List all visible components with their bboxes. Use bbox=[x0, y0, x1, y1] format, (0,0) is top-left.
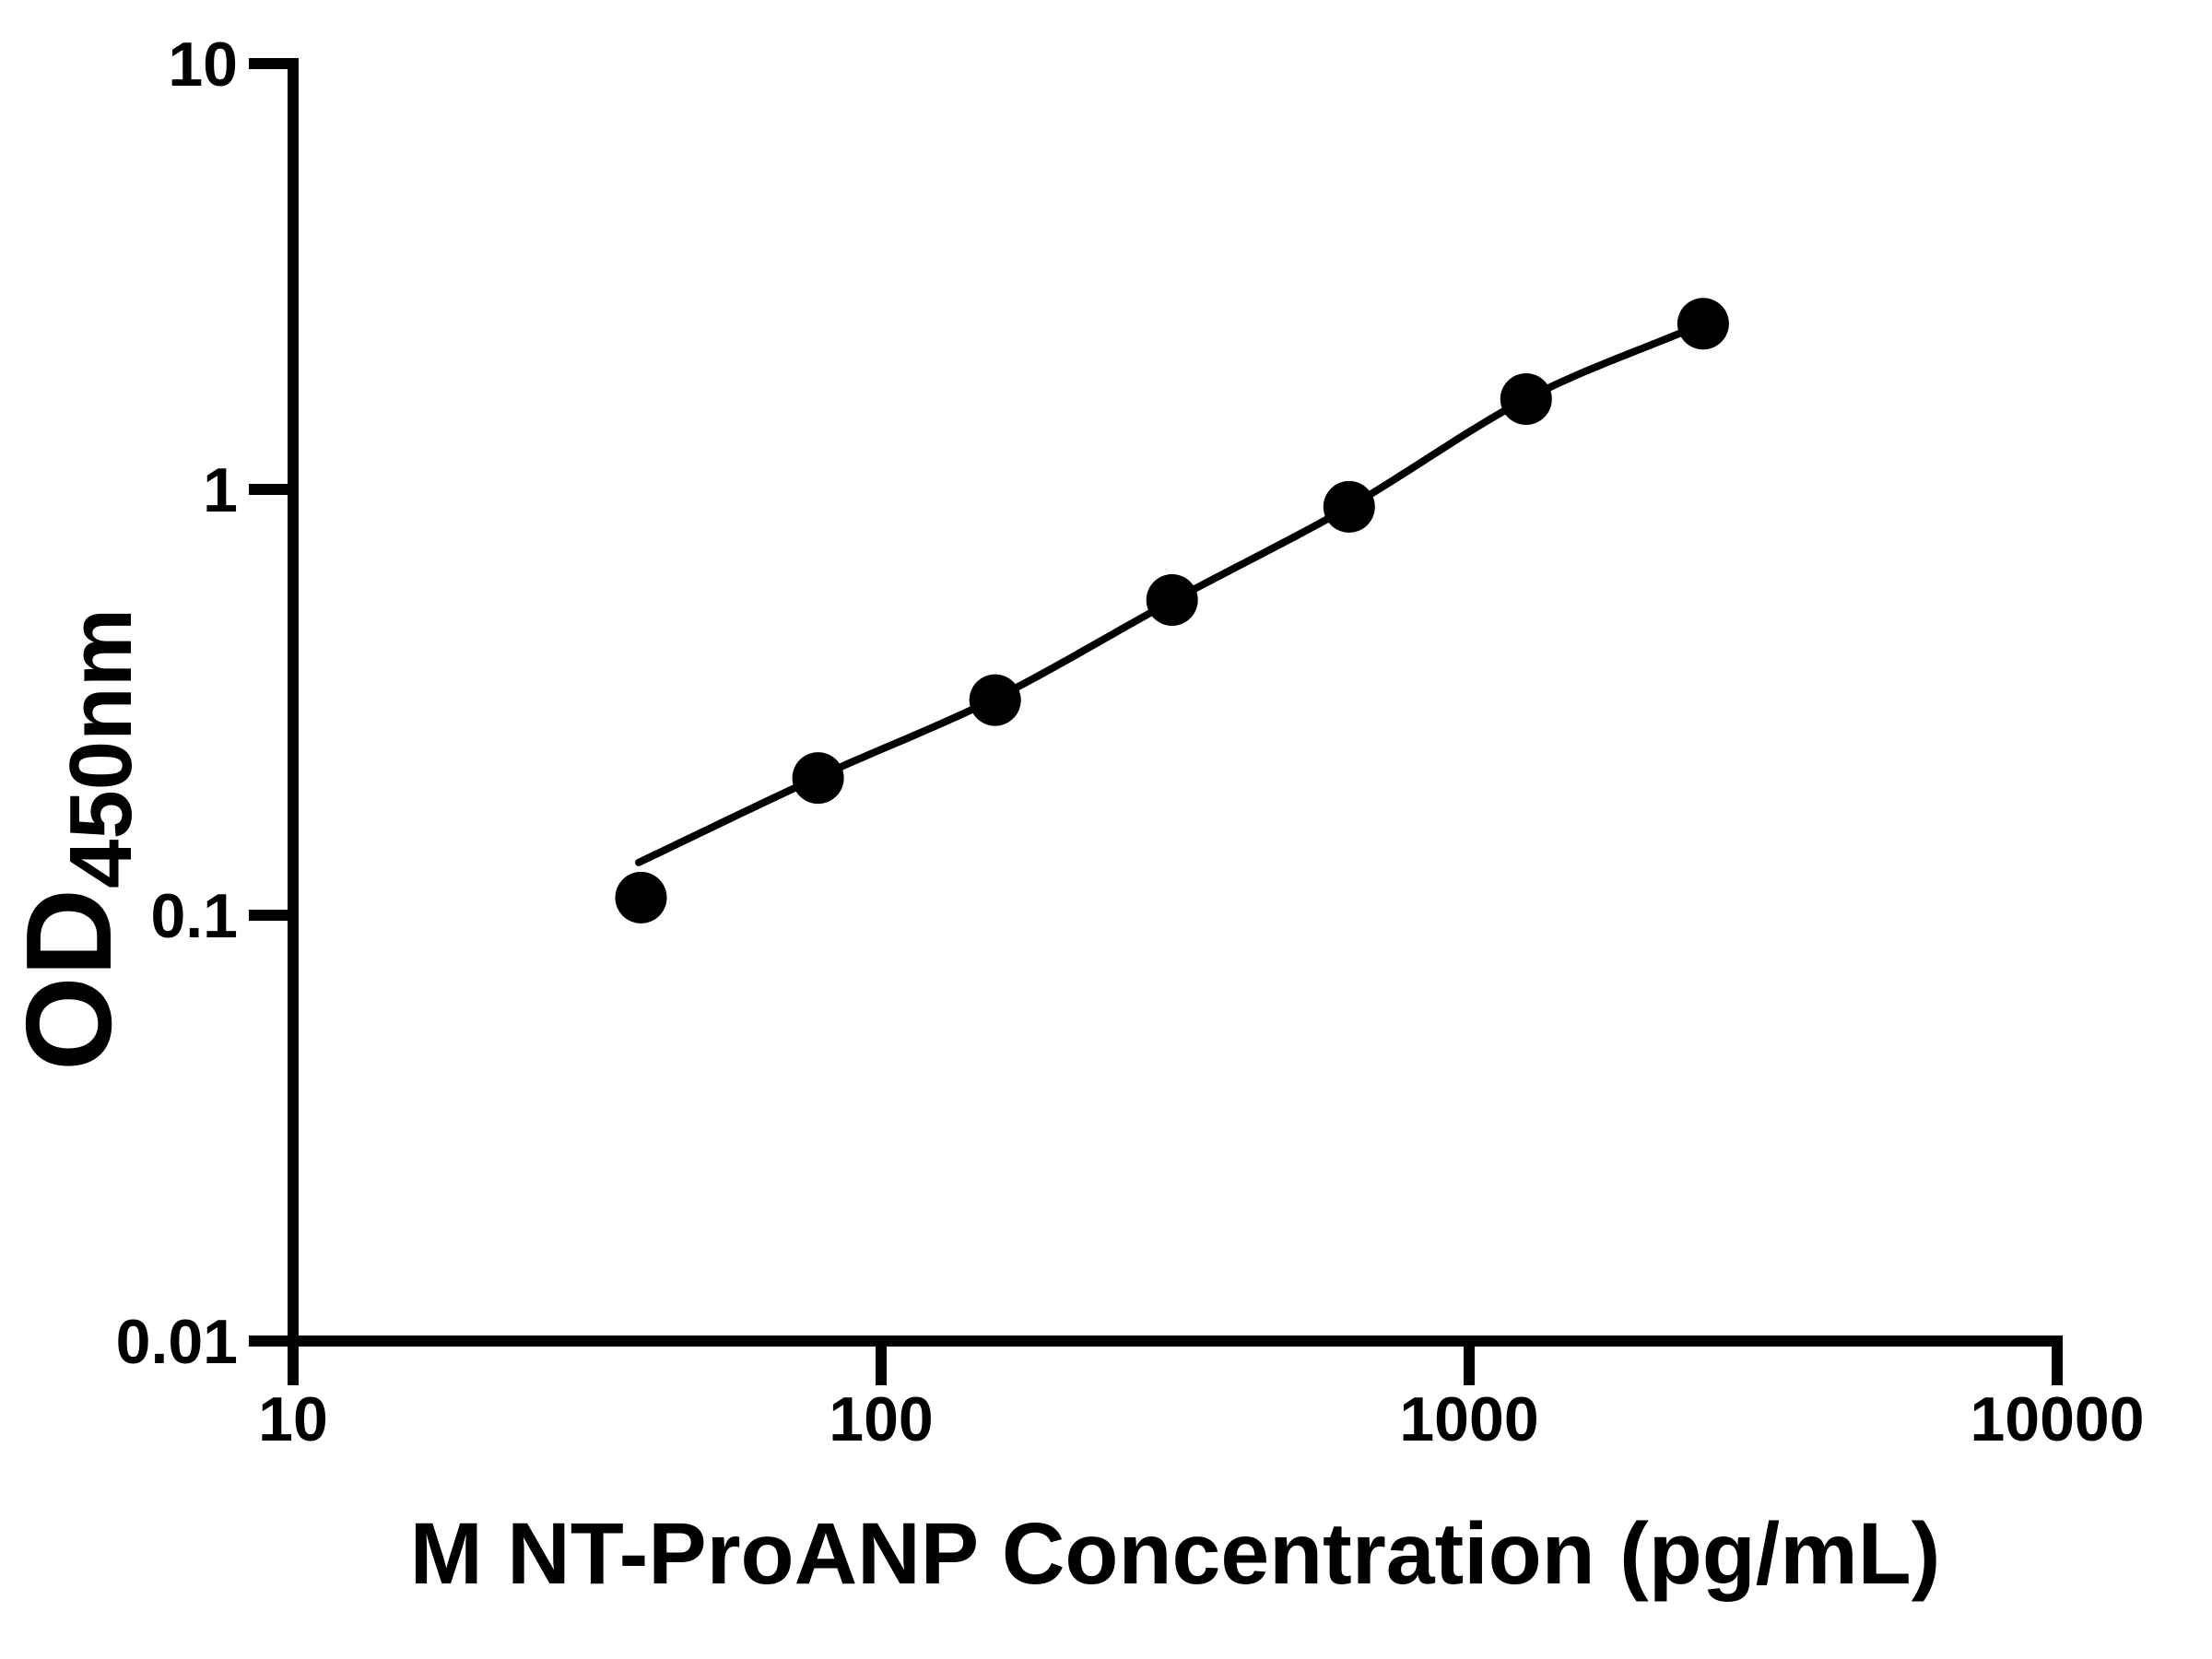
data-point bbox=[1146, 574, 1198, 626]
y-axis-title: OD450nm bbox=[1, 608, 150, 1071]
data-point bbox=[615, 871, 667, 924]
plot-area bbox=[615, 298, 1729, 924]
y-axis-title-main: OD bbox=[1, 888, 136, 1071]
y-tick-label: 0.1 bbox=[150, 881, 238, 951]
data-point bbox=[792, 752, 844, 805]
data-point bbox=[1500, 373, 1552, 425]
y-axis-title-subscript: 450nm bbox=[52, 608, 150, 888]
data-point bbox=[969, 674, 1021, 726]
data-point bbox=[1323, 480, 1375, 533]
x-tick-label: 1000 bbox=[1399, 1384, 1538, 1454]
x-tick-label: 100 bbox=[829, 1384, 933, 1454]
axis-spine bbox=[288, 58, 2063, 1347]
x-axis-title: M NT-ProANP Concentration (pg/mL) bbox=[410, 1505, 1941, 1603]
data-point bbox=[1677, 298, 1729, 350]
y-tick-label: 1 bbox=[203, 455, 238, 525]
axes: 0.01 0.1 1 10 10 100 1000 10000 bbox=[116, 29, 2145, 1454]
x-tick-label: 10 bbox=[258, 1384, 328, 1454]
y-tick-label: 0.01 bbox=[116, 1307, 238, 1377]
x-tick-label: 10000 bbox=[1970, 1384, 2144, 1454]
y-tick-label: 10 bbox=[168, 29, 238, 100]
